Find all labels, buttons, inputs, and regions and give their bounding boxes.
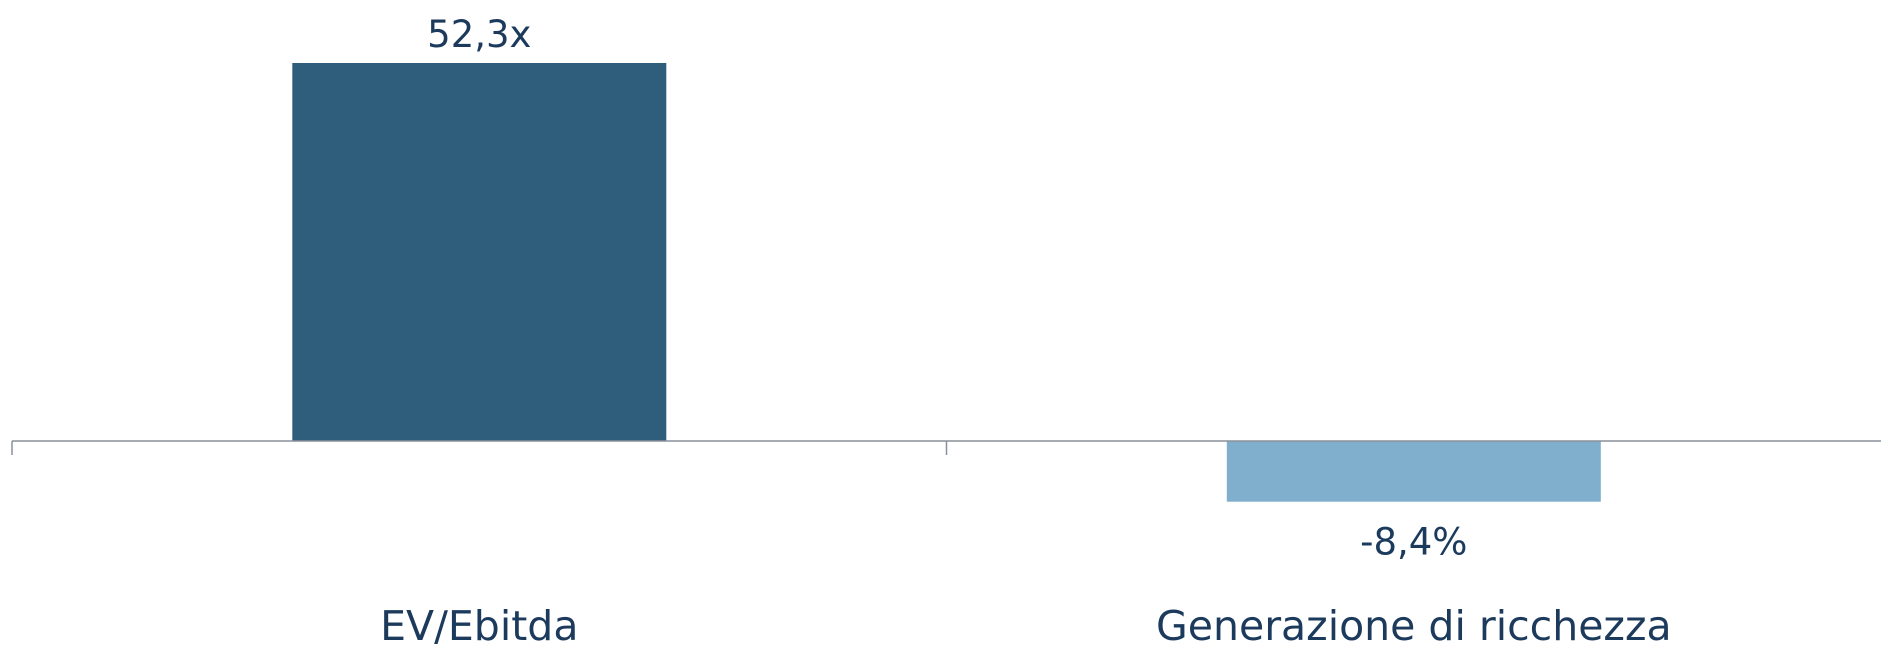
category-label-2: Generazione di ricchezza bbox=[1156, 602, 1672, 650]
data-label-1: 52,3x bbox=[427, 13, 531, 56]
x-axis bbox=[11, 440, 1881, 455]
bar-2 bbox=[1226, 441, 1601, 502]
bars-layer bbox=[292, 63, 1601, 502]
data-label-2: -8,4% bbox=[1360, 521, 1467, 564]
bar-1 bbox=[292, 63, 667, 441]
labels-layer: 52,3x EV/Ebitda -8,4% Generazione di ricche… bbox=[380, 13, 1671, 650]
category-label-1: EV/Ebitda bbox=[380, 602, 578, 650]
